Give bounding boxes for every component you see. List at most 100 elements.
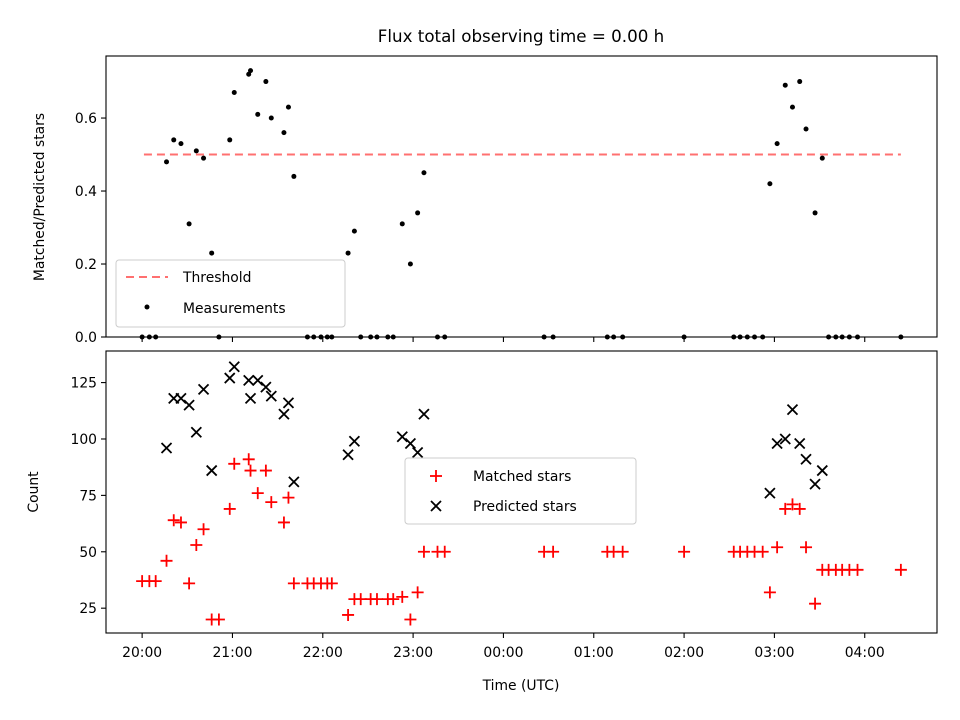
legend-predicted-swatch <box>430 500 442 512</box>
measurement-point <box>415 210 421 216</box>
predicted-star-point <box>224 372 236 384</box>
measurement-point <box>186 221 192 227</box>
matched-star-point <box>800 541 813 554</box>
matched-star-point <box>160 554 173 567</box>
matched-star-point <box>223 502 236 515</box>
measurement-point <box>248 68 254 74</box>
predicted-star-point <box>288 476 300 488</box>
count-x-tick-label: 02:00 <box>664 645 704 661</box>
ratio-y-axis: 0.0 0.2 0.4 0.6 <box>75 111 106 346</box>
measurement-point <box>255 111 261 117</box>
count-panel: 25 50 75 100 125 20:00 21:00 22:00 23:00 00:00 01… <box>26 350 938 694</box>
legend-measurements-swatch <box>144 304 150 310</box>
count-x-tick-label: 20:00 <box>122 645 162 661</box>
matched-star-point <box>616 545 629 558</box>
matched-star-point <box>174 516 187 529</box>
ratio-legend-frame <box>115 259 346 328</box>
predicted-star-point <box>764 487 776 499</box>
predicted-star-point <box>175 392 187 405</box>
ratio-y-axis-label: Matched/Predicted stars <box>32 113 48 281</box>
predicted-star-point <box>278 408 290 420</box>
matched-star-point <box>242 453 255 466</box>
predicted-star-point <box>244 392 257 405</box>
count-y-axis-label: Count <box>26 471 42 513</box>
predicted-star-point <box>243 374 255 386</box>
matched-star-point <box>325 577 338 590</box>
predicted-star-point <box>228 361 240 373</box>
measurement-point <box>767 181 773 187</box>
measurement-point <box>819 155 825 161</box>
ratio-y-tick-label: 0.0 <box>75 330 97 346</box>
matched-star-point <box>763 586 776 599</box>
matched-star-point <box>404 613 417 626</box>
figure-title: Flux total observing time = 0.00 h <box>378 26 664 46</box>
measurement-point <box>193 148 199 154</box>
ratio-legend: Threshold Measurements <box>115 259 346 328</box>
legend-matched-swatch <box>430 470 442 482</box>
count-y-tick-label: 75 <box>79 488 97 504</box>
measurement-point <box>797 79 803 85</box>
count-x-tick-label: 03:00 <box>754 645 794 661</box>
predicted-star-point <box>342 449 354 461</box>
matched-star-point <box>190 539 203 552</box>
predicted-star-point <box>771 437 783 450</box>
matched-star-point <box>779 502 792 515</box>
matched-star-point <box>417 545 430 558</box>
matched-star-point <box>396 590 409 603</box>
predicted-star-point <box>418 408 430 420</box>
count-x-axis: 20:00 21:00 22:00 23:00 00:00 01:00 02:00 03:00… <box>122 633 885 661</box>
predicted-star-point <box>404 437 417 450</box>
measurement-point <box>291 173 297 179</box>
matched-star-point <box>282 491 295 504</box>
predicted-star-point <box>252 374 264 386</box>
measurement-point <box>164 159 170 165</box>
matched-star-point <box>809 597 822 610</box>
predicted-star-point <box>197 383 210 395</box>
matched-star-point <box>756 545 769 558</box>
count-x-tick-label: 00:00 <box>483 645 523 661</box>
count-x-axis-label: Time (UTC) <box>482 678 560 694</box>
matched-star-point <box>251 487 264 500</box>
matched-star-point <box>228 457 241 470</box>
measurement-point <box>171 137 177 143</box>
matched-star-point <box>678 545 691 558</box>
legend-matched-label: Matched stars <box>473 469 571 485</box>
predicted-star-point <box>396 431 408 443</box>
measurement-point <box>774 141 780 147</box>
ratio-x-axis <box>141 337 866 342</box>
predicted-star-point <box>282 397 295 409</box>
predicted-star-point <box>816 464 828 477</box>
predicted-star-point <box>206 464 218 477</box>
measurement-point <box>399 221 405 227</box>
measurement-point <box>351 228 357 234</box>
matched-star-point <box>411 586 424 599</box>
matched-star-point <box>370 593 383 606</box>
ratio-plot-area <box>139 68 904 340</box>
predicted-star-point <box>265 390 277 402</box>
matched-star-point <box>244 464 257 477</box>
matched-star-point <box>793 502 806 515</box>
count-axes-frame <box>105 350 938 634</box>
ratio-y-tick-label: 0.2 <box>75 257 97 273</box>
count-y-tick-label: 25 <box>79 601 97 617</box>
count-x-tick-label: 01:00 <box>574 645 614 661</box>
predicted-star-point <box>779 433 791 445</box>
count-y-tick-label: 125 <box>70 376 97 392</box>
measurement-point <box>227 137 233 143</box>
measurement-point <box>812 210 818 216</box>
matched-star-point <box>786 498 799 511</box>
matched-star-point <box>894 563 907 576</box>
measurement-point <box>789 104 795 110</box>
matched-star-point <box>197 523 210 536</box>
count-x-tick-label: 21:00 <box>212 645 252 661</box>
ratio-y-tick-label: 0.4 <box>75 184 97 200</box>
predicted-star-point <box>794 437 806 450</box>
matched-star-point <box>277 516 290 529</box>
count-legend: Matched stars Predicted stars <box>404 457 637 525</box>
measurement-point <box>407 261 413 267</box>
measurement-point <box>285 104 291 110</box>
predicted-star-point <box>190 426 202 438</box>
predicted-star-point <box>809 478 821 490</box>
